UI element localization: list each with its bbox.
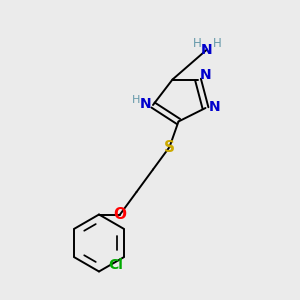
Text: H: H	[131, 94, 140, 105]
Text: N: N	[200, 68, 211, 82]
Text: N: N	[201, 43, 213, 56]
Text: S: S	[164, 140, 175, 154]
Text: Cl: Cl	[109, 258, 124, 272]
Text: N: N	[209, 100, 220, 114]
Text: H: H	[213, 37, 222, 50]
Text: H: H	[193, 37, 202, 50]
Text: N: N	[140, 97, 151, 110]
Text: O: O	[113, 207, 127, 222]
